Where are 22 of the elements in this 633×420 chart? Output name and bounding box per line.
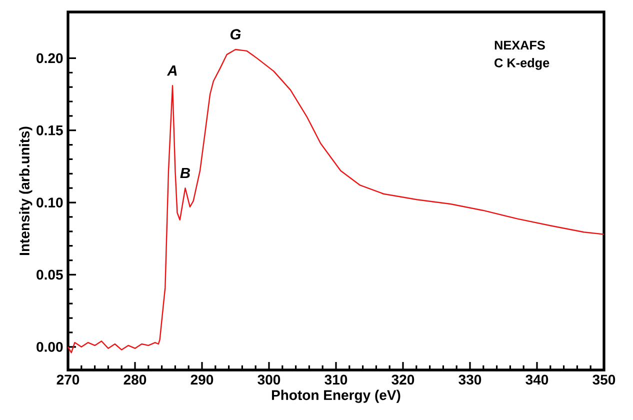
x-tick-label: 320	[392, 374, 414, 385]
y-tick-label: 0.15	[36, 125, 63, 136]
y-tick-label: 0.10	[36, 198, 63, 208]
x-tick-label: 290	[190, 374, 214, 385]
annotation: A	[166, 65, 177, 76]
annotation: G	[230, 29, 241, 40]
x-axis-title: Photon Energy (eV)	[272, 390, 400, 403]
x-tick-label: 270	[56, 374, 80, 385]
x-tick-label: 280	[124, 374, 146, 385]
x-tick-label: 350	[592, 374, 616, 385]
x-tick-label: 310	[324, 374, 348, 385]
y-tick-label: 0.05	[36, 270, 63, 280]
x-tick-label: 330	[458, 374, 482, 385]
y-tick-label: 0.20	[36, 53, 63, 64]
y-axis-title: Intensity (arb.units)	[19, 126, 32, 255]
annotation: NEXAFS	[494, 40, 545, 50]
annotation: B	[180, 168, 190, 178]
x-tick-label: 300	[258, 374, 280, 385]
x-tick-label: 340	[526, 374, 548, 385]
annotation: C K-edge	[494, 58, 550, 70]
line-series	[67, 48, 605, 354]
y-tick-label: 0.00	[36, 342, 63, 352]
